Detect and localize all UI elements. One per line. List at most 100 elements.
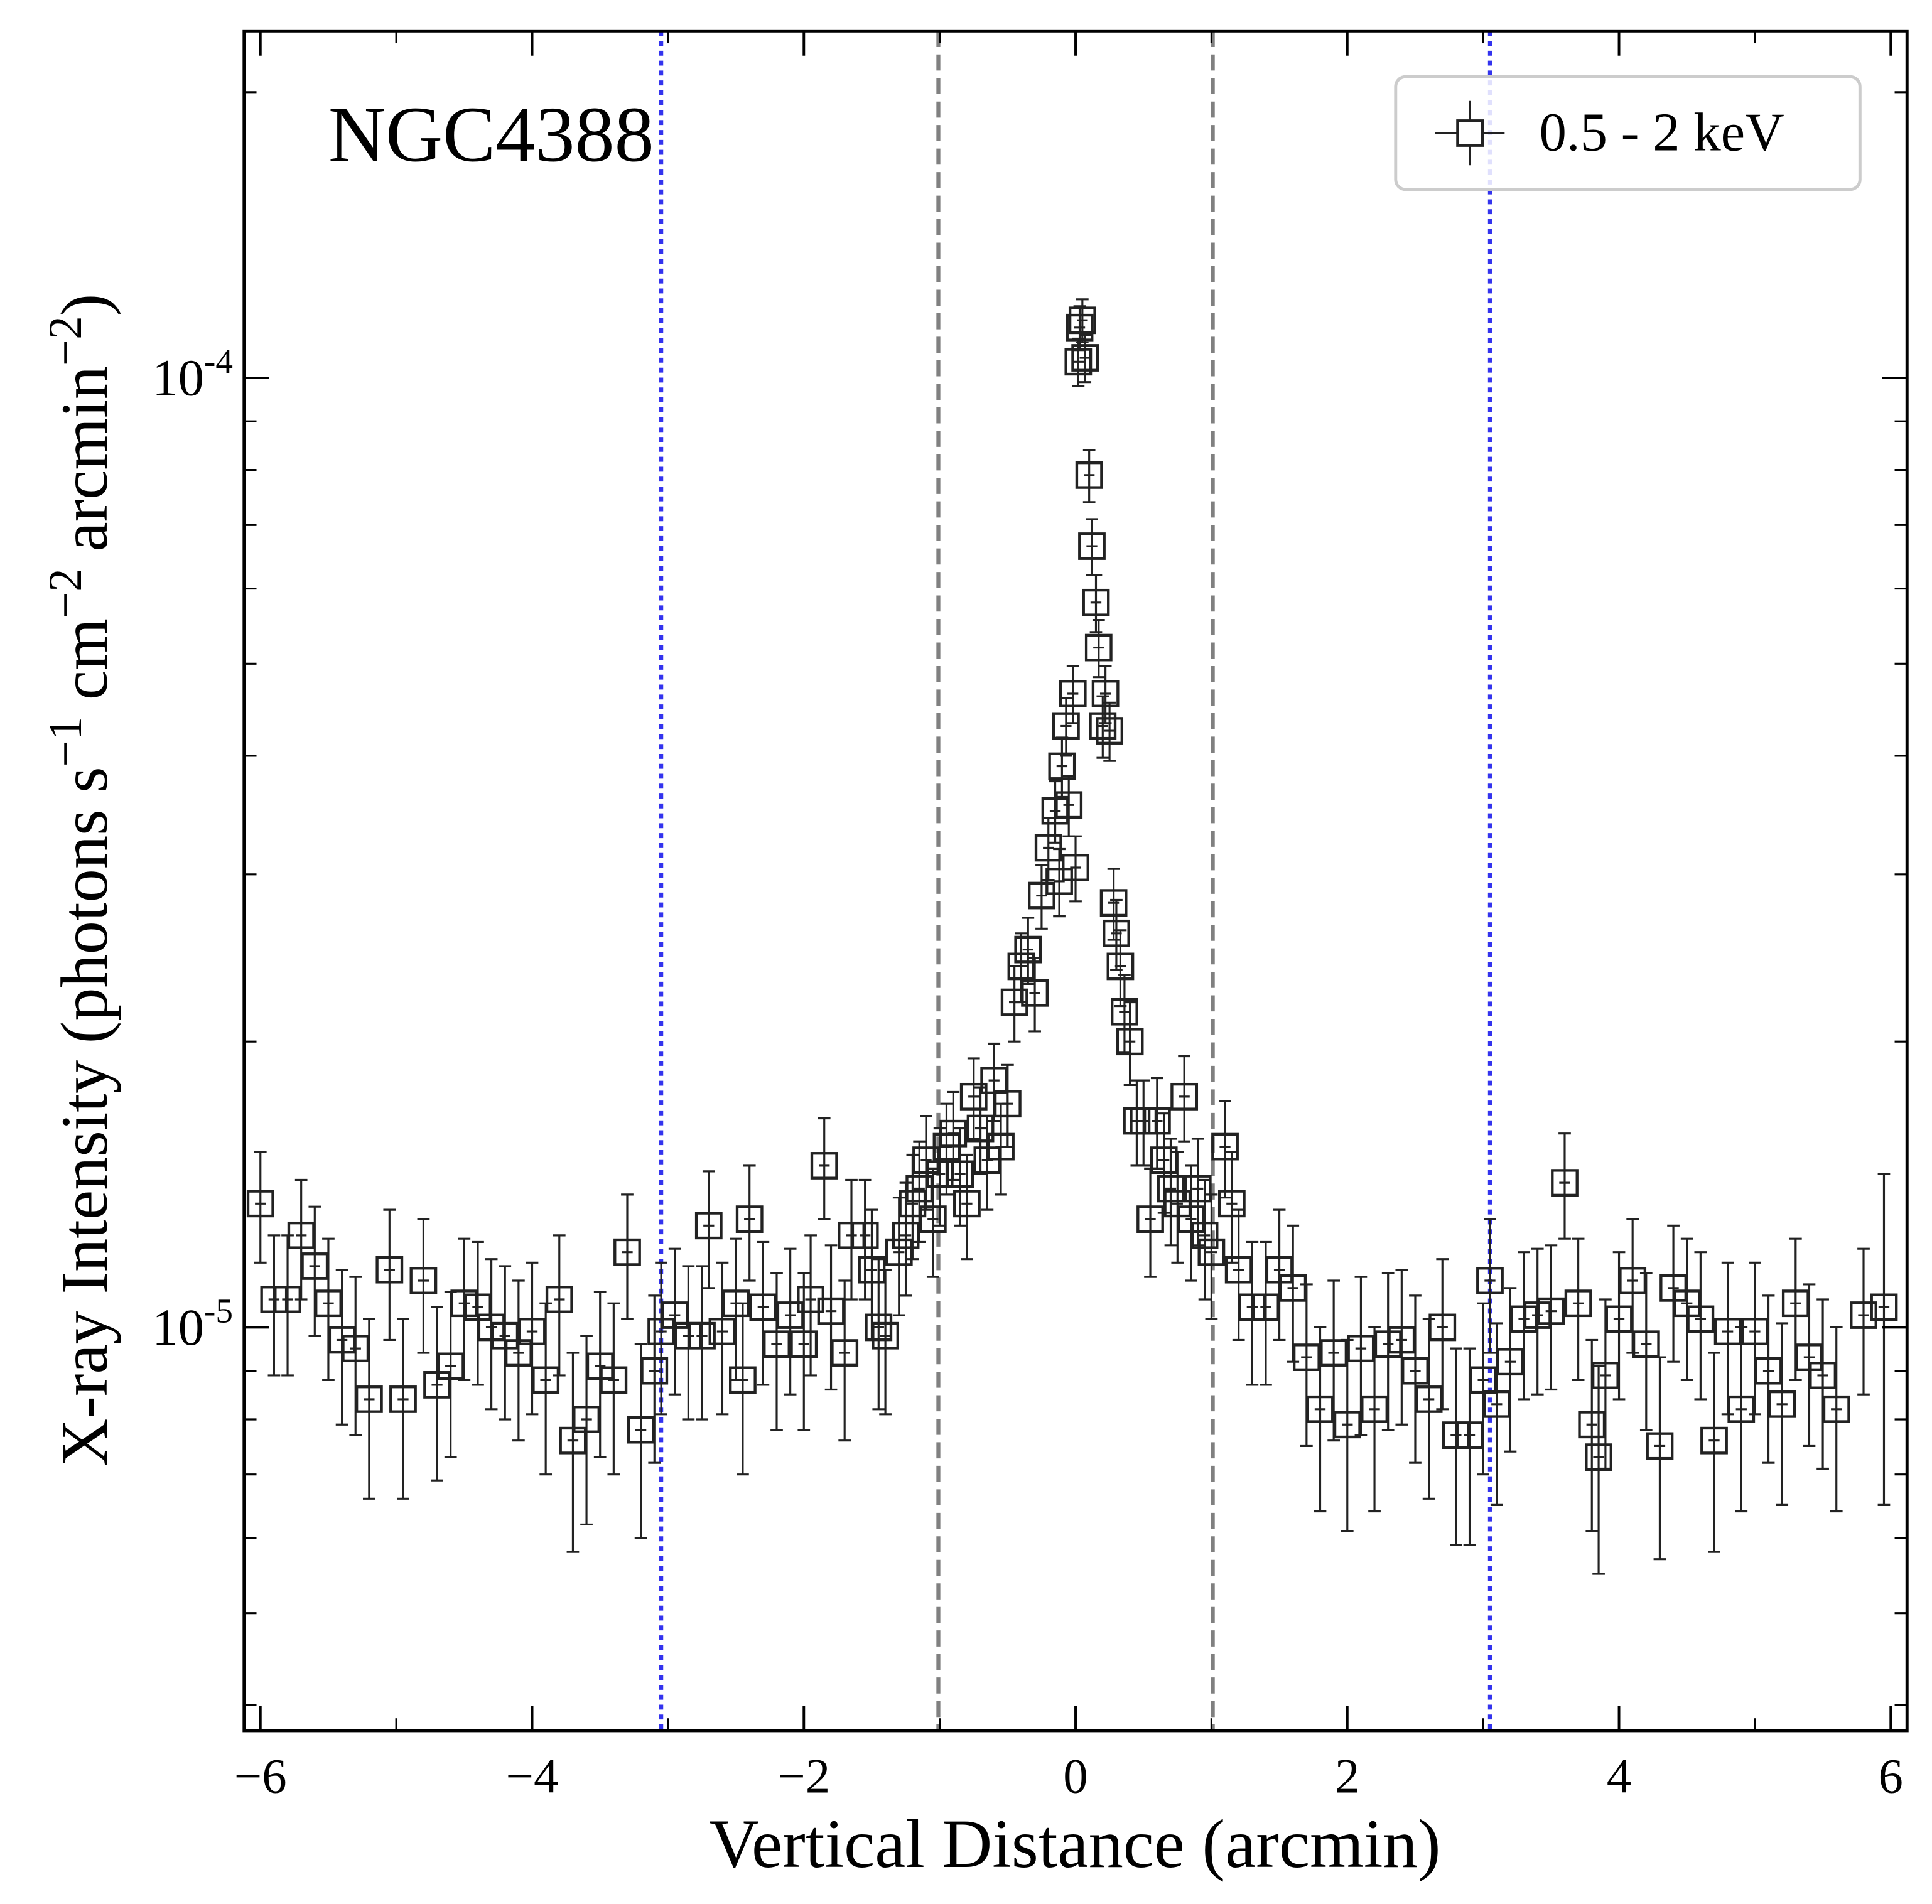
- data-point: [1401, 1357, 1429, 1385]
- data-point: [831, 1339, 859, 1367]
- data-point: [287, 1221, 315, 1249]
- y-axis-label-part: X-ray Intensity (photons s: [48, 766, 122, 1466]
- data-point: [1082, 588, 1110, 616]
- y-axis-label-sup: −2: [39, 316, 91, 366]
- data-point: [315, 1289, 342, 1318]
- data-point: [749, 1293, 777, 1321]
- data-point: [1605, 1305, 1633, 1333]
- data-point: [1686, 1305, 1715, 1333]
- x-tick-label: 4: [1607, 1750, 1631, 1804]
- data-point: [518, 1318, 546, 1345]
- data-point: [1190, 1221, 1219, 1249]
- annotation: NGC4388: [328, 91, 654, 178]
- data-point: [532, 1366, 560, 1394]
- data-point: [573, 1406, 600, 1433]
- data-point: [1754, 1357, 1783, 1385]
- data-point: [1592, 1362, 1619, 1389]
- data-point: [1048, 752, 1076, 780]
- data-point: [694, 1212, 723, 1240]
- data-point: [865, 1313, 893, 1342]
- data-point: [1014, 935, 1042, 964]
- data-point: [1150, 1146, 1178, 1175]
- data-point: [959, 1082, 988, 1111]
- data-point: [953, 1190, 981, 1218]
- data-point: [1068, 306, 1096, 335]
- x-tick-label: 0: [1063, 1750, 1087, 1804]
- data-point: [946, 1160, 974, 1188]
- data-point: [1116, 1028, 1144, 1056]
- data-point: [1066, 313, 1094, 342]
- x-tick-label: −4: [506, 1750, 559, 1804]
- data-point: [1099, 889, 1128, 917]
- data-point: [1727, 1395, 1756, 1423]
- x-tick-label: 6: [1879, 1750, 1903, 1804]
- data-point: [342, 1335, 370, 1363]
- data-point: [1741, 1318, 1769, 1345]
- data-point: [1078, 532, 1106, 560]
- data-point: [1632, 1330, 1660, 1358]
- data-point: [1136, 1205, 1164, 1234]
- data-point: [708, 1318, 737, 1345]
- data-point: [1096, 717, 1124, 745]
- data-point: [790, 1330, 818, 1358]
- data-point: [1809, 1362, 1837, 1389]
- data-point: [1184, 1175, 1212, 1203]
- data-point: [1279, 1274, 1307, 1302]
- data-point: [1021, 979, 1049, 1007]
- data-point: [1028, 881, 1055, 910]
- data-point: [1619, 1267, 1647, 1294]
- y-tick-label-base: 10: [152, 349, 204, 407]
- data-point: [1143, 1107, 1171, 1135]
- data-point: [389, 1385, 417, 1413]
- data-point: [966, 1114, 995, 1143]
- data-point: [1052, 712, 1080, 740]
- y-axis-label-part: arcmin: [48, 366, 122, 568]
- data-point: [1034, 834, 1062, 862]
- data-point: [1170, 1082, 1199, 1111]
- x-tick-label: −6: [234, 1750, 287, 1804]
- data-point: [1361, 1395, 1388, 1423]
- data-point: [1091, 680, 1120, 707]
- data-point: [1103, 919, 1130, 947]
- data-point: [1071, 344, 1099, 372]
- data-point: [1197, 1238, 1226, 1266]
- data-point: [1551, 1169, 1579, 1197]
- data-point: [1482, 1390, 1511, 1418]
- data-point: [851, 1221, 879, 1249]
- data-point: [1224, 1256, 1253, 1284]
- y-axis-label: X-ray Intensity (photons s−1 cm−2 arcmin…: [39, 294, 122, 1467]
- data-point: [545, 1286, 573, 1313]
- data-point: [1075, 461, 1103, 489]
- x-tick-label: 2: [1335, 1750, 1359, 1804]
- data-point: [1217, 1190, 1246, 1218]
- data-point: [436, 1352, 465, 1380]
- data-point: [409, 1267, 438, 1294]
- legend-box: [1394, 75, 1862, 191]
- x-tick-label: −2: [777, 1750, 830, 1804]
- y-axis-label-sup: −1: [39, 717, 91, 767]
- data-point: [640, 1357, 669, 1385]
- data-point: [817, 1297, 845, 1325]
- data-point: [810, 1152, 838, 1180]
- data-point: [1320, 1339, 1348, 1367]
- data-point: [627, 1416, 655, 1444]
- legend-marker: [1456, 119, 1484, 147]
- data-point: [729, 1366, 757, 1394]
- data-point: [1781, 1289, 1810, 1318]
- data-point: [1388, 1326, 1416, 1354]
- data-point: [1062, 854, 1089, 881]
- y-tick-label-exp: -4: [204, 342, 233, 380]
- data-point: [919, 1205, 947, 1234]
- data-point: [735, 1205, 764, 1234]
- data-point: [1089, 712, 1117, 740]
- data-point: [355, 1385, 383, 1413]
- data-point: [1252, 1293, 1280, 1321]
- data-point: [1822, 1395, 1850, 1423]
- data-point: [993, 1090, 1022, 1118]
- data-point: [1476, 1267, 1504, 1294]
- legend-label: 0.5 - 2 keV: [1540, 102, 1784, 163]
- y-tick-label: 10-4: [152, 342, 233, 406]
- data-point: [1059, 680, 1087, 707]
